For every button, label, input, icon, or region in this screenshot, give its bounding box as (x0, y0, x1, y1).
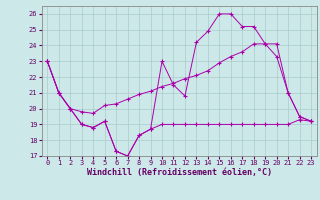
X-axis label: Windchill (Refroidissement éolien,°C): Windchill (Refroidissement éolien,°C) (87, 168, 272, 177)
